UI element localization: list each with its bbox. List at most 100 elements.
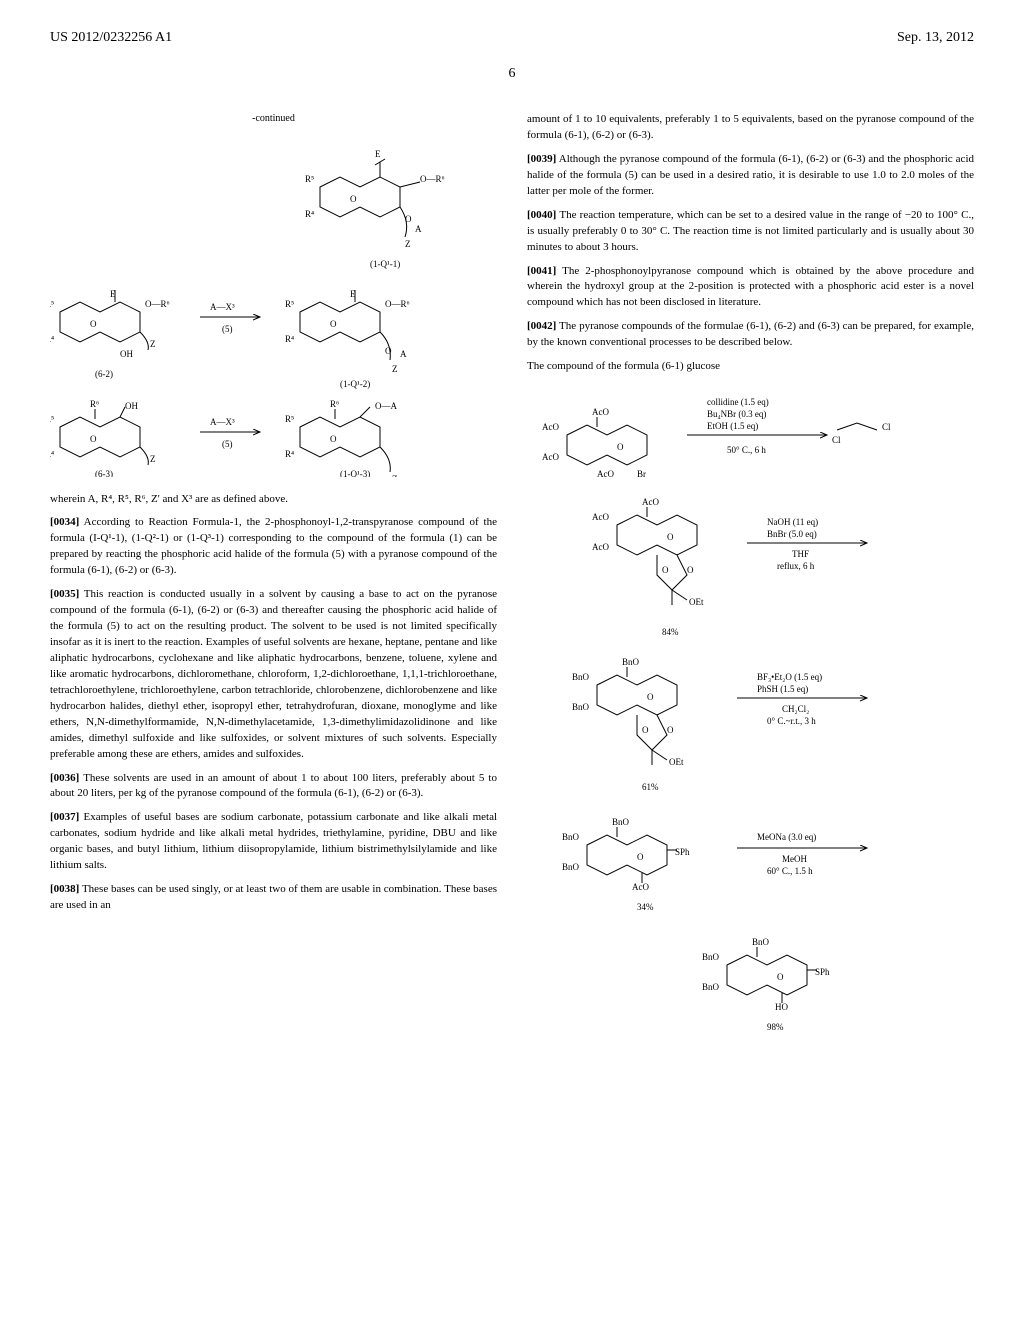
svg-text:(6-3): (6-3) xyxy=(95,469,113,477)
svg-text:Bu₄NBr (0.3 eq): Bu₄NBr (0.3 eq) xyxy=(707,409,766,419)
svg-text:O—A: O—A xyxy=(375,401,397,411)
svg-text:O: O xyxy=(350,194,357,204)
svg-text:98%: 98% xyxy=(767,1022,784,1032)
para-text-0039: Although the pyranose compound of the fo… xyxy=(527,153,974,197)
svg-text:EtOH (1.5 eq): EtOH (1.5 eq) xyxy=(707,421,758,431)
svg-text:O: O xyxy=(662,565,669,575)
svg-text:AcO: AcO xyxy=(642,497,659,507)
svg-text:O: O xyxy=(777,972,784,982)
para-0040: [0040] The reaction temperature, which c… xyxy=(527,208,974,256)
svg-text:OEt: OEt xyxy=(689,597,704,607)
para-0041: [0041] The 2-phosphonoylpyranose compoun… xyxy=(527,264,974,312)
svg-text:AcO: AcO xyxy=(597,469,614,479)
svg-text:THF: THF xyxy=(792,549,809,559)
svg-text:O: O xyxy=(667,532,674,542)
svg-text:O: O xyxy=(385,346,392,356)
para-text-0042: The pyranose compounds of the formulae (… xyxy=(527,320,974,348)
svg-text:A—X³: A—X³ xyxy=(210,417,235,427)
para-text-0035: This reaction is conducted usually in a … xyxy=(50,588,497,759)
svg-text:AcO: AcO xyxy=(542,452,559,462)
svg-text:BnO: BnO xyxy=(572,702,590,712)
svg-text:HO: HO xyxy=(775,1002,788,1012)
svg-text:0° C.~r.t., 3 h: 0° C.~r.t., 3 h xyxy=(767,716,816,726)
svg-text:O: O xyxy=(330,319,337,329)
para-text-0037: Examples of useful bases are sodium carb… xyxy=(50,811,497,871)
svg-text:R⁵: R⁵ xyxy=(50,299,54,309)
svg-text:R⁵: R⁵ xyxy=(50,414,54,424)
svg-text:R⁵: R⁵ xyxy=(285,414,294,424)
svg-text:SPh: SPh xyxy=(815,967,830,977)
svg-text:BnO: BnO xyxy=(752,937,770,947)
svg-text:(1-Q¹-3): (1-Q¹-3) xyxy=(340,469,370,477)
para-0037: [0037] Examples of useful bases are sodi… xyxy=(50,810,497,874)
svg-text:Br: Br xyxy=(637,469,646,479)
svg-text:R⁴: R⁴ xyxy=(285,449,294,459)
patent-number: US 2012/0232256 A1 xyxy=(50,30,172,46)
svg-text:(6-2): (6-2) xyxy=(95,369,113,379)
svg-text:34%: 34% xyxy=(637,902,654,912)
svg-text:A: A xyxy=(400,349,407,359)
left-column: -continued O—R⁶ R⁵ R⁴ E O O Z A xyxy=(50,112,497,1120)
para-num-0038: [0038] xyxy=(50,883,79,895)
svg-text:CH₂Cl₂: CH₂Cl₂ xyxy=(782,704,809,714)
svg-text:A: A xyxy=(415,224,422,234)
svg-text:O: O xyxy=(642,725,649,735)
para-0035: [0035] This reaction is conducted usuall… xyxy=(50,587,497,762)
svg-text:O: O xyxy=(617,442,624,452)
svg-text:O: O xyxy=(637,852,644,862)
svg-text:BF₃•Et₂O (1.5 eq): BF₃•Et₂O (1.5 eq) xyxy=(757,672,822,682)
svg-text:OEt: OEt xyxy=(669,757,684,767)
svg-text:A—X³: A—X³ xyxy=(210,302,235,312)
para-num-0037: [0037] xyxy=(50,811,79,823)
synthesis-scheme: AcO AcO AcO AcO Br O collidine (1.5 eq) … xyxy=(527,385,974,1105)
para-0034: [0034] According to Reaction Formula-1, … xyxy=(50,515,497,579)
svg-text:Z: Z xyxy=(392,474,398,477)
svg-text:collidine (1.5 eq): collidine (1.5 eq) xyxy=(707,397,769,407)
svg-text:50° C., 6 h: 50° C., 6 h xyxy=(727,445,766,455)
scheme-intro: The compound of the formula (6-1) glucos… xyxy=(527,359,974,375)
svg-text:R⁵: R⁵ xyxy=(305,174,314,184)
svg-text:R⁴: R⁴ xyxy=(50,334,54,344)
svg-text:O: O xyxy=(647,692,654,702)
para-text-0034: According to Reaction Formula-1, the 2-p… xyxy=(50,516,497,576)
para-num-0035: [0035] xyxy=(50,588,79,600)
page-number: 6 xyxy=(50,66,974,82)
para-num-0036: [0036] xyxy=(50,772,79,784)
svg-text:AcO: AcO xyxy=(592,542,609,552)
svg-text:AcO: AcO xyxy=(592,407,609,417)
svg-text:AcO: AcO xyxy=(592,512,609,522)
svg-text:BnO: BnO xyxy=(562,832,580,842)
svg-text:BnO: BnO xyxy=(562,862,580,872)
para-text-0041: The 2-phosphonoylpyranose compound which… xyxy=(527,265,974,309)
svg-text:reflux, 6 h: reflux, 6 h xyxy=(777,561,815,571)
svg-text:O: O xyxy=(330,434,337,444)
para-0036: [0036] These solvents are used in an amo… xyxy=(50,771,497,803)
svg-text:BnO: BnO xyxy=(622,657,640,667)
svg-text:Z: Z xyxy=(150,339,156,349)
svg-text:O: O xyxy=(687,565,694,575)
svg-text:R⁴: R⁴ xyxy=(305,209,314,219)
svg-text:BnO: BnO xyxy=(702,982,720,992)
svg-text:R⁴: R⁴ xyxy=(285,334,294,344)
svg-text:BnO: BnO xyxy=(702,952,720,962)
para-0042: [0042] The pyranose compounds of the for… xyxy=(527,319,974,351)
wherein-text: wherein A, R⁴, R⁵, R⁶, Z' and X³ are as … xyxy=(50,492,497,508)
svg-text:OH: OH xyxy=(125,401,138,411)
svg-text:SPh: SPh xyxy=(675,847,690,857)
para-0038: [0038] These bases can be used singly, o… xyxy=(50,882,497,914)
svg-text:(5): (5) xyxy=(222,324,233,334)
svg-text:MeOH: MeOH xyxy=(782,854,807,864)
svg-text:O: O xyxy=(90,319,97,329)
svg-text:(5): (5) xyxy=(222,439,233,449)
svg-text:Z: Z xyxy=(405,239,411,249)
para-text-0036: These solvents are used in an amount of … xyxy=(50,772,497,800)
para-num-0039: [0039] xyxy=(527,153,556,165)
svg-text:MeONa (3.0 eq): MeONa (3.0 eq) xyxy=(757,832,816,842)
svg-text:PhSH (1.5 eq): PhSH (1.5 eq) xyxy=(757,684,808,694)
svg-text:BnBr (5.0 eq): BnBr (5.0 eq) xyxy=(767,529,817,539)
svg-text:AcO: AcO xyxy=(542,422,559,432)
formula-label-1q1-1: (1-Q¹-1) xyxy=(370,259,400,269)
svg-text:E: E xyxy=(375,149,381,159)
para-text-0038: These bases can be used singly, or at le… xyxy=(50,883,497,911)
para-num-0040: [0040] xyxy=(527,209,556,221)
